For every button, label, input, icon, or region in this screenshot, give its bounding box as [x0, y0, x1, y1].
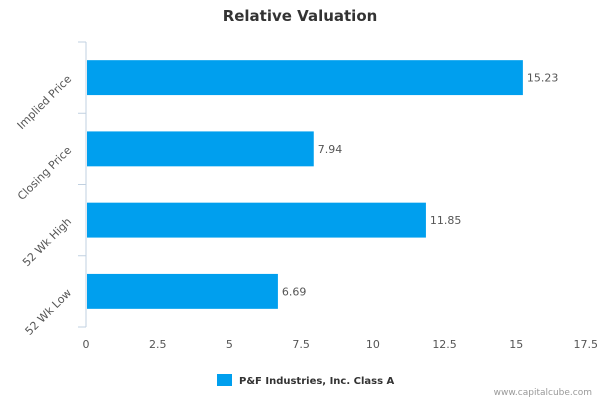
category-label: Closing Price	[15, 144, 74, 203]
category-label: 52 Wk Low	[23, 286, 75, 338]
legend-label: P&F Industries, Inc. Class A	[239, 376, 395, 387]
x-tick-label: 5	[226, 338, 233, 351]
x-tick-label: 17.5	[574, 338, 599, 351]
category-label: Implied Price	[15, 72, 75, 132]
bar-closing-price[interactable]	[87, 131, 314, 167]
category-label: 52 Wk High	[20, 215, 74, 269]
x-tick-labels-group: 0 2.5 5 7.5 10 12.5 15 17.5	[83, 338, 599, 351]
legend[interactable]: P&F Industries, Inc. Class A	[217, 374, 395, 387]
x-tick-label: 15	[509, 338, 523, 351]
category-ticks	[78, 41, 86, 328]
legend-swatch	[217, 374, 232, 386]
bar-52-wk-low[interactable]	[87, 273, 278, 309]
data-label: 7.94	[318, 143, 343, 156]
data-label: 6.69	[282, 285, 307, 298]
bar-52-wk-high[interactable]	[87, 202, 426, 238]
x-tick-label: 12.5	[432, 338, 457, 351]
bar-implied-price[interactable]	[87, 60, 523, 96]
data-label: 15.23	[527, 72, 559, 85]
x-tick-label: 2.5	[149, 338, 167, 351]
credit-text: www.capitalcube.com	[494, 388, 592, 398]
bars-group	[87, 60, 523, 309]
data-label: 11.85	[430, 214, 462, 227]
x-tick-label: 10	[366, 338, 380, 351]
data-labels-group: 15.23 7.94 11.85 6.69	[282, 72, 558, 299]
x-tick-label: 0	[83, 338, 90, 351]
x-tick-label: 7.5	[292, 338, 310, 351]
category-labels-group: Implied Price Closing Price 52 Wk High 52 W…	[15, 72, 75, 337]
chart-title: Relative Valuation	[223, 7, 378, 25]
